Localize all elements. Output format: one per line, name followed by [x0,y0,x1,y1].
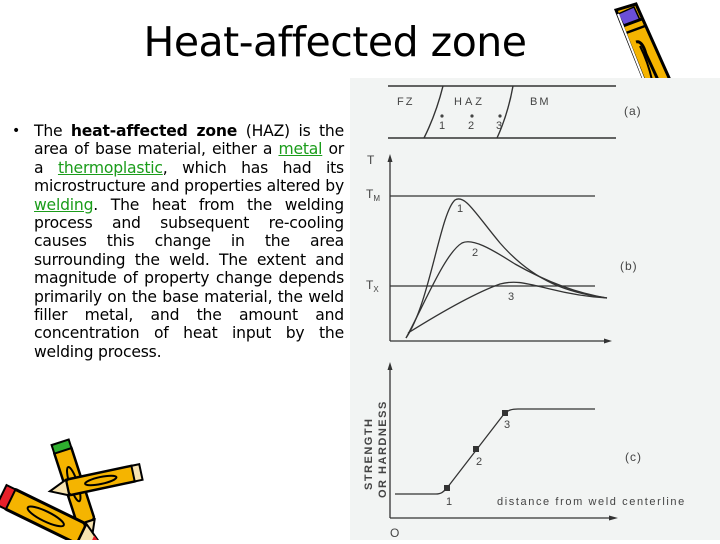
y-axis-label-line1: STRENGTH [363,418,375,491]
point-3-label: 3 [504,419,510,431]
link-welding[interactable]: welding [34,195,94,214]
bullet-marker: • [12,123,21,139]
text-intro: The [34,122,71,140]
x-axis-label: distance from weld centerline [497,496,686,508]
zone-bm: BM [530,96,551,108]
link-metal[interactable]: metal [278,140,323,159]
panel-a [388,85,616,139]
haz-figure: FZ HAZ BM 1 2 3 (a) T [350,78,720,540]
curve-2-label: 2 [472,247,478,259]
text-rest: . The heat from the welding process and … [34,195,344,361]
panel-b-labels: T TM TX 1 2 3 (b) [366,153,638,303]
point-3: 3 [496,120,502,132]
panel-b [387,154,612,344]
zone-fz: FZ [397,96,414,108]
point-2-label: 2 [476,456,482,468]
zone-haz: HAZ [454,96,485,108]
pencil-clipart-icon [598,2,678,84]
panel-c-labels: 1 2 3 (c) distance from weld centerline … [363,400,686,540]
text-after-term: (HAZ) is the area of base material, eith… [34,122,344,159]
tx-label: TX [366,278,379,294]
page-title: Heat-affected zone [0,18,720,66]
panel-c-points [444,410,508,491]
title-text: Heat-affected zone [143,18,527,66]
t-axis-label: T [367,153,375,167]
point-2: 2 [468,120,474,132]
bullet-paragraph: The heat-affected zone (HAZ) is the area… [34,122,344,361]
panel-a-labels: FZ HAZ BM 1 2 3 (a) [397,96,642,132]
link-thermoplastic[interactable]: thermoplastic [57,158,163,177]
point-1: 1 [439,120,445,132]
panel-c-label: (c) [625,450,642,464]
crossed-pencils-clipart-icon [0,438,145,544]
panel-a-label: (a) [624,104,642,118]
text-after-links: , which has had its microstructure and p… [34,158,344,196]
y-axis-label-line2: OR HARDNESS [377,400,389,498]
bold-term: heat-affected zone [70,122,238,140]
tm-label: TM [366,187,380,203]
curve-1-label: 1 [457,203,463,215]
text-between-links: or a [34,140,345,177]
panel-b-label: (b) [620,259,638,273]
bullet-item: • The heat-affected zone (HAZ) is the ar… [12,122,344,361]
bullet-list: • The heat-affected zone (HAZ) is the ar… [12,122,344,361]
curve-3-label: 3 [508,291,514,303]
origin-label: O [390,526,399,540]
point-1-label: 1 [446,496,452,508]
